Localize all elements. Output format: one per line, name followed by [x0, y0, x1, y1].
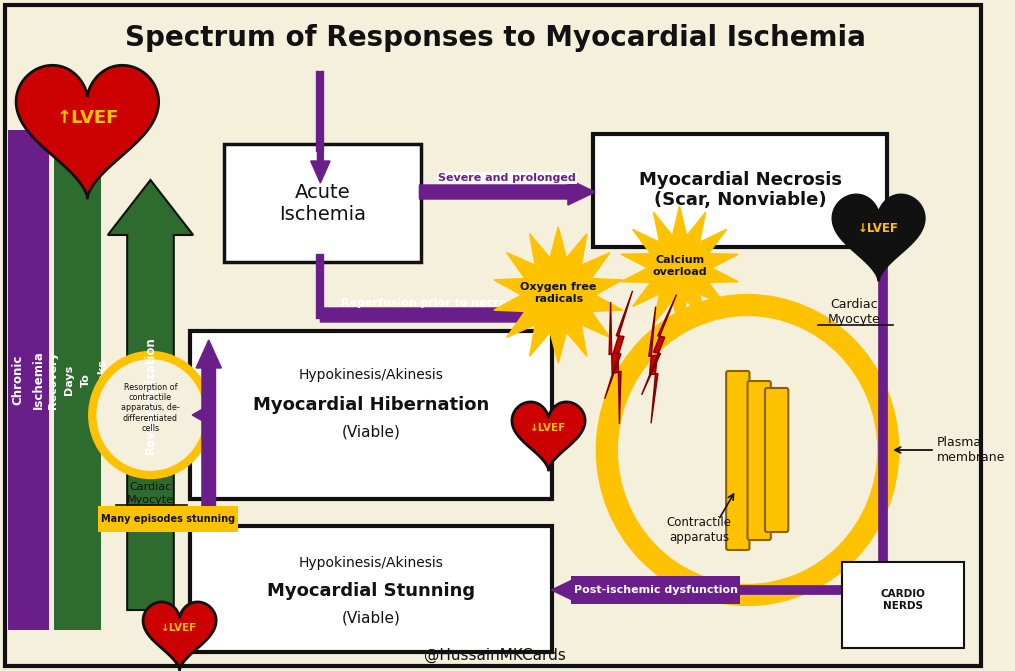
Polygon shape — [649, 307, 658, 423]
Polygon shape — [641, 295, 677, 395]
FancyBboxPatch shape — [8, 130, 49, 630]
FancyBboxPatch shape — [726, 371, 749, 550]
Text: Reperfusion prior to necrosis: Reperfusion prior to necrosis — [341, 298, 524, 308]
Polygon shape — [512, 402, 585, 470]
Text: @HussainMKCards: @HussainMKCards — [424, 648, 566, 662]
Text: Hypokinesis/Akinesis: Hypokinesis/Akinesis — [298, 556, 444, 570]
Text: ↓LVEF: ↓LVEF — [161, 623, 198, 633]
FancyBboxPatch shape — [593, 134, 887, 247]
Text: Myocardial Hibernation: Myocardial Hibernation — [253, 396, 489, 414]
Text: Post-ischemic dysfunction: Post-ischemic dysfunction — [574, 585, 738, 595]
FancyBboxPatch shape — [841, 562, 964, 648]
Text: Myocyte: Myocyte — [828, 313, 881, 327]
Text: Contractile
apparatus: Contractile apparatus — [667, 516, 732, 544]
Text: Myocardial Stunning: Myocardial Stunning — [267, 582, 475, 600]
Text: (Viable): (Viable) — [341, 425, 400, 440]
FancyBboxPatch shape — [765, 388, 789, 532]
Polygon shape — [833, 195, 925, 280]
FancyArrow shape — [311, 145, 330, 183]
FancyBboxPatch shape — [98, 506, 238, 532]
Text: (Viable): (Viable) — [341, 611, 400, 625]
Text: Revascularization: Revascularization — [144, 336, 157, 454]
Text: ↑LVEF: ↑LVEF — [56, 109, 119, 127]
Text: ↓LVEF: ↓LVEF — [531, 423, 566, 433]
Text: Severe and prolonged: Severe and prolonged — [437, 173, 576, 183]
FancyArrow shape — [196, 340, 221, 520]
FancyArrow shape — [321, 302, 553, 328]
Text: Myocardial Necrosis
(Scar, Nonviable): Myocardial Necrosis (Scar, Nonviable) — [639, 170, 842, 209]
FancyBboxPatch shape — [570, 576, 740, 604]
Circle shape — [92, 355, 209, 475]
FancyBboxPatch shape — [190, 526, 552, 652]
Polygon shape — [609, 302, 621, 424]
Text: Oxygen free
radicals: Oxygen free radicals — [520, 282, 597, 304]
Text: ↓LVEF: ↓LVEF — [858, 221, 899, 234]
Polygon shape — [16, 65, 158, 198]
Text: Spectrum of Responses to Myocardial Ischemia: Spectrum of Responses to Myocardial Isch… — [125, 24, 866, 52]
Text: Chronic
Ischemia: Chronic Ischemia — [11, 350, 45, 409]
Text: Hypokinesis/Akinesis: Hypokinesis/Akinesis — [298, 368, 444, 382]
Polygon shape — [143, 602, 216, 670]
FancyBboxPatch shape — [55, 130, 100, 630]
FancyBboxPatch shape — [190, 331, 552, 499]
Text: Resorption of
contractile
apparatus, de-
differentiated
cells: Resorption of contractile apparatus, de-… — [121, 382, 180, 433]
FancyBboxPatch shape — [224, 144, 421, 262]
Text: Myocyte: Myocyte — [127, 495, 174, 505]
FancyArrow shape — [192, 405, 212, 425]
Text: Plasma
membrane: Plasma membrane — [937, 436, 1005, 464]
Text: Many episodes stunning: Many episodes stunning — [100, 514, 235, 524]
Text: Cardiac: Cardiac — [830, 299, 878, 311]
FancyArrow shape — [551, 577, 736, 603]
Text: Acute
Ischemia: Acute Ischemia — [279, 183, 365, 223]
Text: Recovery
Days
To
Weeks: Recovery Days To Weeks — [48, 351, 108, 409]
Text: Cardiac: Cardiac — [129, 482, 172, 492]
Polygon shape — [605, 291, 632, 399]
Polygon shape — [494, 227, 622, 363]
FancyArrow shape — [108, 180, 193, 610]
FancyBboxPatch shape — [747, 381, 770, 540]
Text: CARDIO
NERDS: CARDIO NERDS — [880, 589, 926, 611]
Polygon shape — [621, 206, 738, 330]
Text: Calcium
overload: Calcium overload — [653, 255, 706, 277]
FancyArrow shape — [419, 179, 595, 205]
Circle shape — [607, 305, 888, 595]
